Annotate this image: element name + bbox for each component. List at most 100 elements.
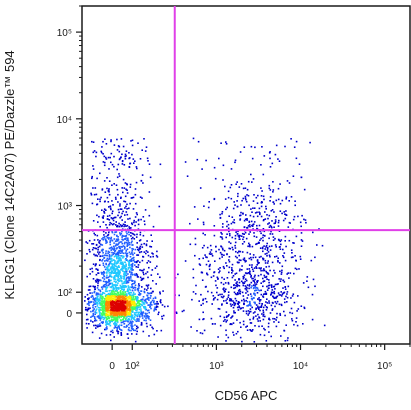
event-dot: [255, 265, 257, 268]
event-dot: [146, 295, 149, 297]
event-dot: [87, 298, 90, 301]
event-dot: [243, 282, 246, 284]
event-dot: [133, 299, 135, 301]
event-dot: [88, 304, 90, 307]
event-dot: [246, 297, 249, 299]
event-dot: [126, 288, 129, 290]
event-dot: [141, 197, 143, 199]
event-dot: [115, 298, 118, 301]
event-dot: [143, 268, 145, 271]
event-dot: [146, 325, 148, 328]
event-dot: [153, 310, 155, 312]
event-dot: [120, 197, 122, 199]
event-dot: [114, 250, 116, 253]
event-dot: [117, 288, 120, 290]
event-dot: [275, 325, 278, 328]
event-dot: [267, 260, 269, 262]
event-dot: [124, 295, 127, 297]
event-dot: [101, 315, 103, 317]
event-dot: [118, 294, 120, 296]
event-dot: [133, 162, 135, 164]
event-dot: [125, 211, 128, 213]
event-dot: [91, 315, 93, 318]
event-dot: [269, 255, 271, 258]
event-dot: [146, 292, 149, 294]
event-dot: [254, 294, 256, 297]
event-dot: [282, 219, 285, 222]
event-dot: [130, 318, 133, 321]
event-dot: [134, 329, 137, 332]
event-dot: [196, 158, 199, 161]
event-dot: [251, 329, 254, 331]
event-dot: [122, 314, 125, 316]
event-dot: [120, 268, 123, 270]
event-dot: [113, 223, 115, 225]
event-dot: [227, 196, 230, 199]
event-dot: [282, 256, 285, 259]
event-dot: [278, 303, 281, 306]
event-dot: [282, 279, 285, 282]
event-dot: [123, 296, 126, 299]
event-dot: [294, 204, 296, 207]
event-dot: [263, 155, 266, 157]
event-dot: [133, 252, 136, 254]
event-dot: [132, 318, 135, 320]
event-dot: [106, 286, 109, 288]
event-dot: [118, 296, 121, 298]
event-dot: [106, 269, 109, 272]
event-dot: [268, 254, 271, 257]
event-dot: [234, 286, 237, 289]
event-dot: [116, 287, 118, 289]
event-dot: [102, 314, 104, 316]
event-dot: [126, 320, 128, 322]
event-dot: [103, 317, 106, 320]
event-dot: [117, 243, 120, 245]
event-dot: [92, 312, 95, 315]
event-dot: [129, 286, 131, 288]
event-dot: [138, 300, 141, 302]
event-dot: [137, 219, 140, 222]
event-dot: [269, 200, 271, 202]
event-dot: [257, 305, 259, 308]
event-dot: [218, 271, 220, 274]
event-dot: [104, 314, 106, 317]
event-dot: [128, 279, 130, 282]
event-dot: [111, 301, 114, 304]
event-dot: [143, 220, 146, 222]
event-dot: [123, 294, 126, 296]
quadrant-gate[interactable]: [82, 6, 410, 344]
event-dot: [86, 293, 89, 296]
event-dot: [127, 231, 130, 233]
event-dot: [95, 263, 97, 266]
event-dot: [95, 268, 97, 270]
event-dot: [283, 310, 285, 313]
event-dot: [115, 286, 117, 289]
event-dot: [114, 295, 117, 297]
event-dot: [122, 318, 125, 320]
event-dot: [124, 258, 127, 261]
event-dot: [144, 308, 147, 310]
event-dot: [230, 222, 233, 225]
event-dot: [237, 330, 239, 333]
event-dot: [131, 317, 133, 319]
event-dot: [94, 264, 97, 267]
event-dot: [285, 198, 287, 200]
event-dot: [97, 221, 99, 223]
event-dot: [221, 303, 223, 305]
event-dot: [102, 161, 105, 163]
event-dot: [154, 267, 157, 269]
event-dot: [111, 294, 113, 296]
event-dot: [116, 188, 119, 191]
event-dot: [97, 248, 99, 251]
event-dot: [113, 304, 116, 307]
event-dot: [225, 340, 227, 342]
event-dot: [110, 307, 113, 309]
event-dot: [272, 291, 274, 294]
event-dot: [218, 157, 220, 160]
event-dot: [122, 282, 125, 285]
event-dot: [259, 300, 261, 302]
event-dot: [133, 259, 135, 261]
event-dot: [121, 160, 124, 162]
event-dot: [143, 288, 146, 290]
event-dot: [96, 302, 98, 305]
